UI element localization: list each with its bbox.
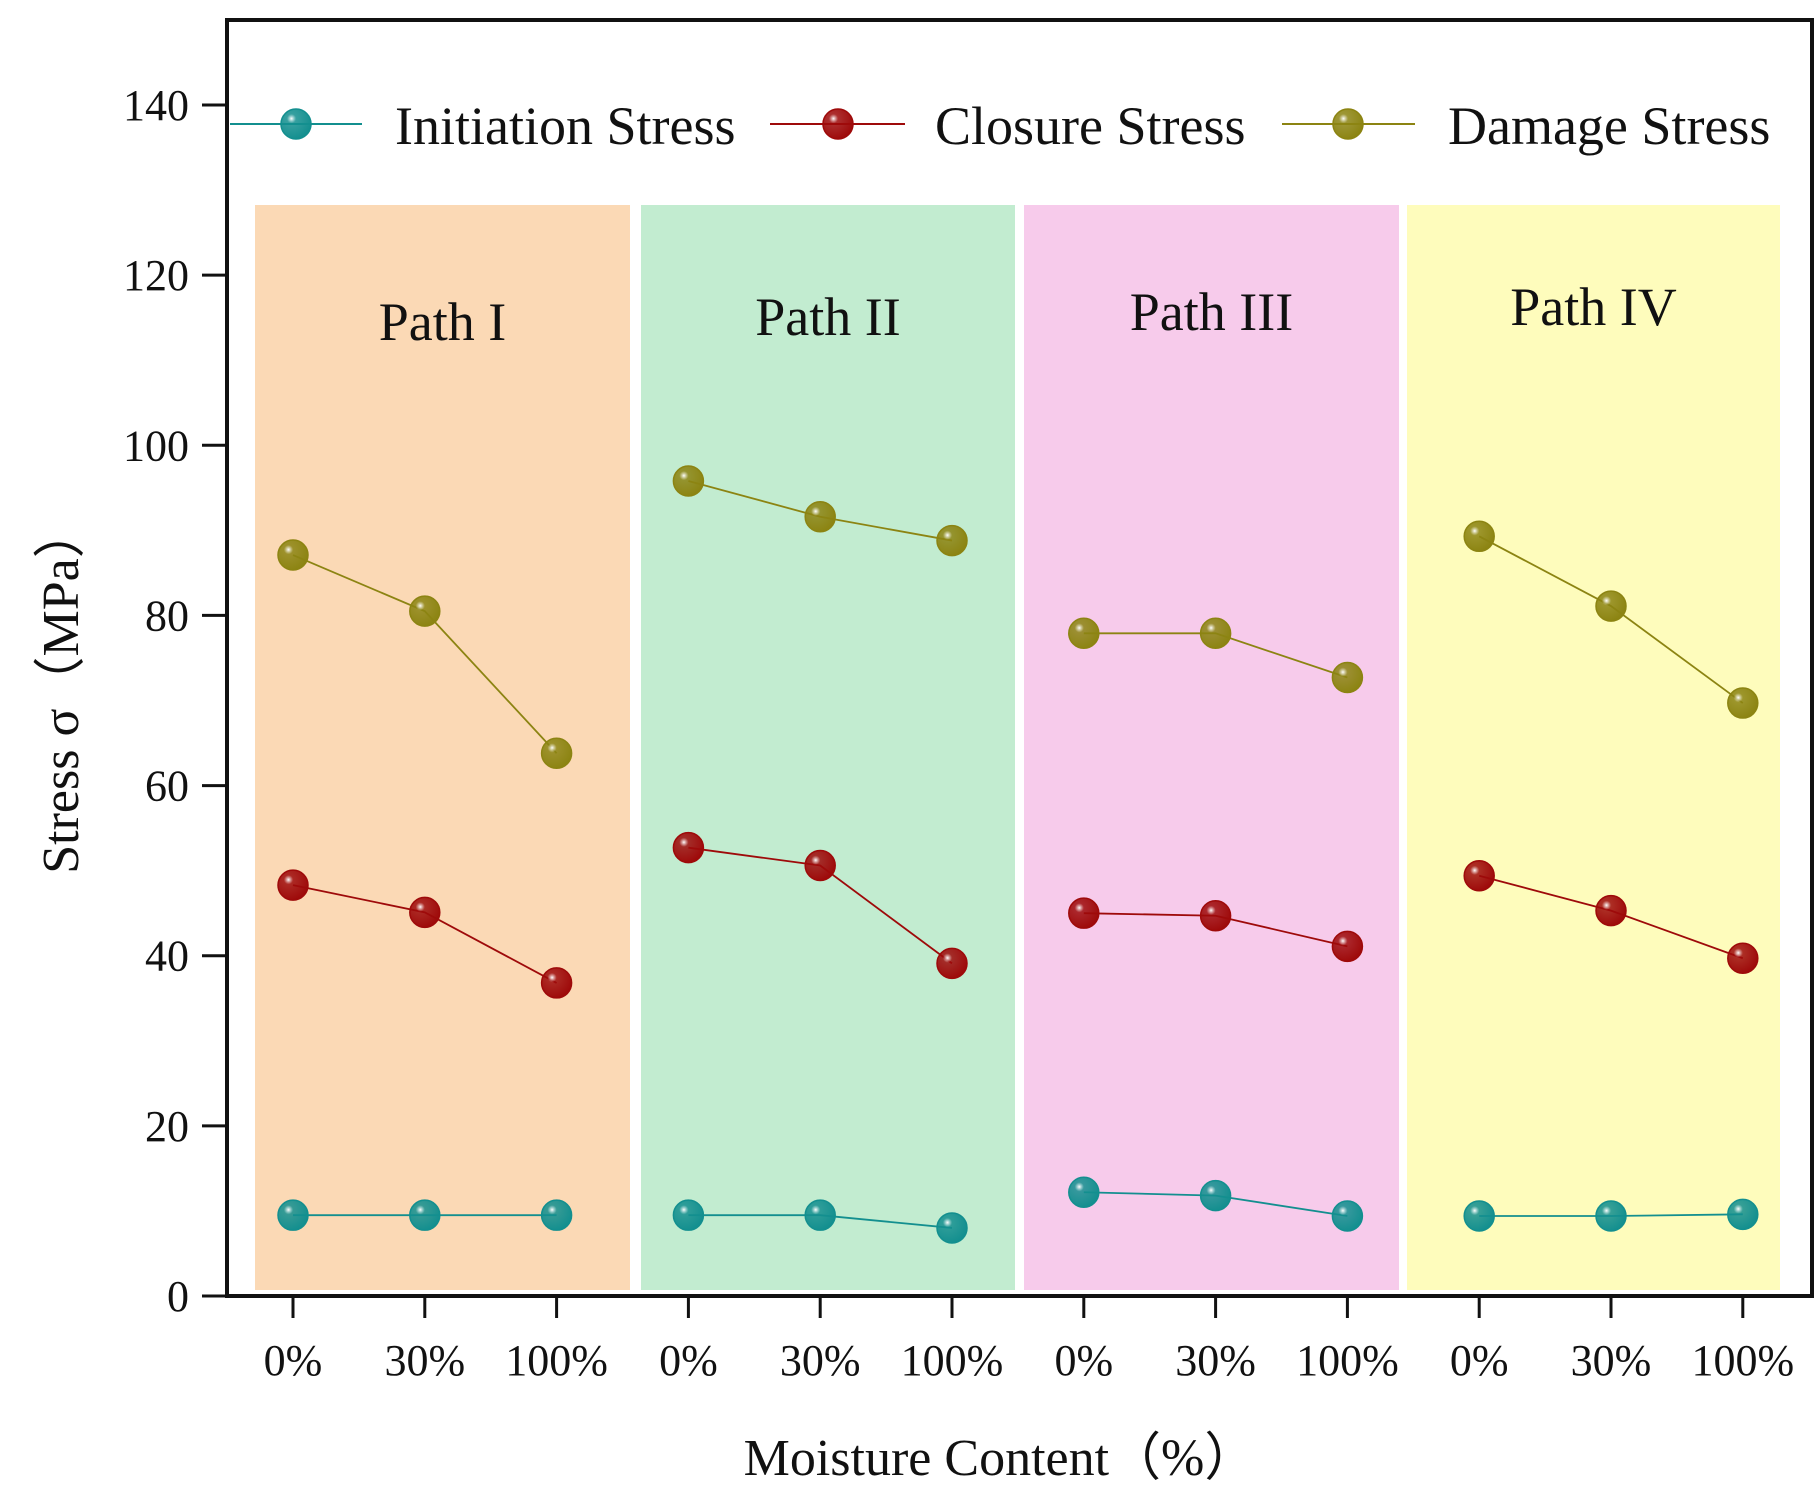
x-tick-label: 100% [901,1336,1004,1385]
group-label-path-2: Path II [755,287,900,347]
data-point-s1-p2-3 [936,1212,968,1244]
y-tick-label: 60 [145,762,189,811]
data-point-s1-p3-2 [1199,1179,1232,1212]
y-tick-label: 80 [145,591,189,640]
x-tick-label: 100% [1691,1336,1794,1385]
legend: Initiation Stress Closure Stress Damage St… [230,96,1770,156]
x-tick-label: 30% [780,1336,861,1385]
band-path-3 [1024,205,1399,1290]
data-point-s2-p4-2 [1595,894,1627,927]
data-point-s3-p2-1 [672,465,705,497]
band-path-1 [255,205,630,1290]
data-point-s3-p3-1 [1068,617,1100,650]
data-point-s1-p4-1 [1463,1200,1495,1232]
data-point-s3-p4-3 [1727,687,1759,719]
legend-marker-3 [1332,108,1364,140]
plot-frame [225,18,1814,1298]
data-point-s2-p2-2 [804,849,836,882]
data-point-s1-p1-3 [540,1199,573,1231]
y-tick-label: 40 [145,932,189,981]
data-point-s3-p2-2 [804,500,836,533]
group-label-path-4: Path IV [1510,277,1676,337]
legend-label-1: Initiation Stress [395,96,735,156]
data-point-s2-p3-2 [1199,899,1232,932]
data-point-s1-p1-1 [277,1199,309,1231]
data-point-s2-p1-2 [409,896,441,929]
x-tick-label: 0% [1054,1336,1113,1385]
x-tick-label: 0% [1450,1336,1509,1385]
data-point-s1-p2-2 [804,1199,836,1231]
data-point-s1-p4-2 [1595,1200,1627,1232]
x-tick-label: 100% [505,1336,608,1385]
legend-label-2: Closure Stress [935,96,1246,156]
legend-marker-2 [822,108,854,140]
data-point-s2-p2-3 [936,947,968,980]
data-point-s2-p3-3 [1331,930,1364,963]
legend-marker-1 [280,108,312,140]
data-point-s2-p4-3 [1727,942,1759,975]
band-path-4 [1407,205,1780,1290]
data-point-s2-p1-3 [540,967,573,999]
data-point-s1-p3-1 [1068,1176,1100,1208]
data-point-s2-p3-1 [1068,897,1100,929]
data-point-s3-p1-2 [409,595,441,627]
data-point-s3-p4-2 [1595,590,1627,622]
data-point-s1-p2-1 [672,1199,705,1231]
group-label-path-3: Path III [1130,282,1293,342]
y-axis-title: Stress σ（MPa） [33,506,90,874]
legend-label-3: Damage Stress [1448,96,1770,156]
data-point-s3-p2-3 [936,524,968,557]
y-tick-label: 120 [123,251,189,300]
x-tick-label: 30% [384,1336,465,1385]
data-point-s3-p1-3 [540,737,573,769]
x-tick-label: 0% [264,1336,323,1385]
data-point-s2-p1-1 [277,869,309,901]
data-point-s3-p3-3 [1331,661,1364,694]
y-tick-label: 0 [167,1272,189,1321]
path-bands: Path I Path II Path III Path IV [255,205,1780,1290]
data-point-s1-p3-3 [1331,1200,1364,1232]
group-label-path-1: Path I [379,292,507,352]
x-tick-label: 100% [1296,1336,1399,1385]
x-tick-label: 30% [1175,1336,1256,1385]
y-tick-label: 140 [123,81,189,130]
data-point-s3-p3-2 [1199,617,1232,650]
data-point-s1-p4-3 [1727,1198,1759,1231]
data-point-s2-p4-1 [1463,859,1495,892]
x-tick-label: 0% [659,1336,718,1385]
data-point-s1-p1-2 [409,1199,441,1231]
x-axis-title: Moisture Content（%） [744,1430,1257,1487]
x-tick-label: 30% [1571,1336,1652,1385]
axes-layer: 0 20 40 60 80 100 120 140 0% 30% 100% 0% 30% 100% 0% 30… [123,18,1814,1385]
y-tick-label: 20 [145,1102,189,1151]
y-tick-label: 100 [123,421,189,470]
series-layer [277,465,1759,1244]
data-point-s3-p1-1 [277,539,309,571]
data-point-s2-p2-1 [672,831,705,864]
band-path-2 [641,205,1015,1290]
data-point-s3-p4-1 [1463,520,1495,553]
